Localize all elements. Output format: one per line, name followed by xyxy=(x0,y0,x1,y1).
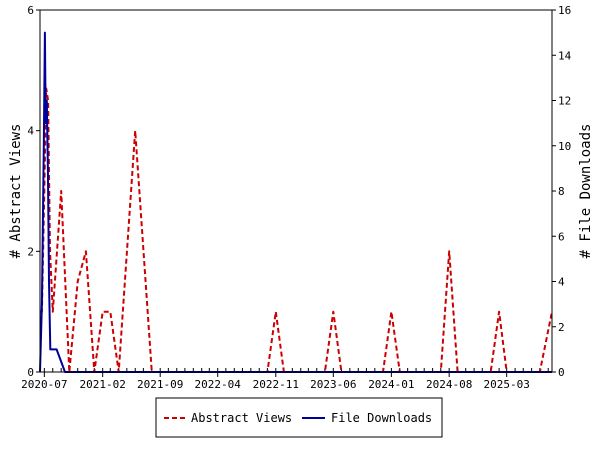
legend-box xyxy=(155,397,443,438)
left-y-axis-title: # Abstract Views xyxy=(8,124,24,259)
left-y-tick-label: 4 xyxy=(27,125,34,138)
x-tick-label: 2021-02 xyxy=(79,378,125,391)
right-y-axis-title: # File Downloads xyxy=(578,124,594,259)
plot-frame xyxy=(39,9,553,373)
right-y-tick-label: 2 xyxy=(558,321,565,334)
right-y-tick-label: 4 xyxy=(558,276,565,289)
right-y-tick-label: 16 xyxy=(558,4,571,17)
left-y-tick-label: 6 xyxy=(27,4,34,17)
left-y-axis-ticks: 0 2 4 6 xyxy=(27,4,40,379)
x-tick-label: 2024-08 xyxy=(426,378,472,391)
left-y-tick-label: 0 xyxy=(27,366,34,379)
right-y-tick-label: 8 xyxy=(558,185,565,198)
series-layer xyxy=(39,31,553,373)
legend: Abstract Views File Downloads xyxy=(155,397,443,438)
x-axis-ticks: 2020-07 2021-02 2021-09 2022-04 2022-11 2023-… xyxy=(21,368,549,391)
x-tick-label: 2022-11 xyxy=(253,378,299,391)
x-tick-label: 2024-01 xyxy=(368,378,414,391)
x-tick-label: 2025-03 xyxy=(484,378,530,391)
left-y-tick-label: 2 xyxy=(27,245,34,258)
right-y-axis-ticks: 0 2 4 6 8 10 12 14 16 xyxy=(552,4,572,379)
x-tick-label: 2022-04 xyxy=(195,378,242,391)
legend-label-abstract-views: Abstract Views xyxy=(191,411,292,425)
right-y-tick-label: 10 xyxy=(558,140,571,153)
x-tick-label: 2023-06 xyxy=(310,378,356,391)
right-y-tick-label: 12 xyxy=(558,95,571,108)
right-y-tick-label: 14 xyxy=(558,49,572,62)
x-tick-label: 2020-07 xyxy=(21,378,67,391)
right-y-tick-label: 0 xyxy=(558,366,565,379)
series-line-file-downloads xyxy=(39,31,552,373)
right-y-tick-label: 6 xyxy=(558,230,565,243)
series-line-abstract-views xyxy=(40,87,553,373)
x-tick-label: 2021-09 xyxy=(137,378,183,391)
legend-label-file-downloads: File Downloads xyxy=(331,411,432,425)
